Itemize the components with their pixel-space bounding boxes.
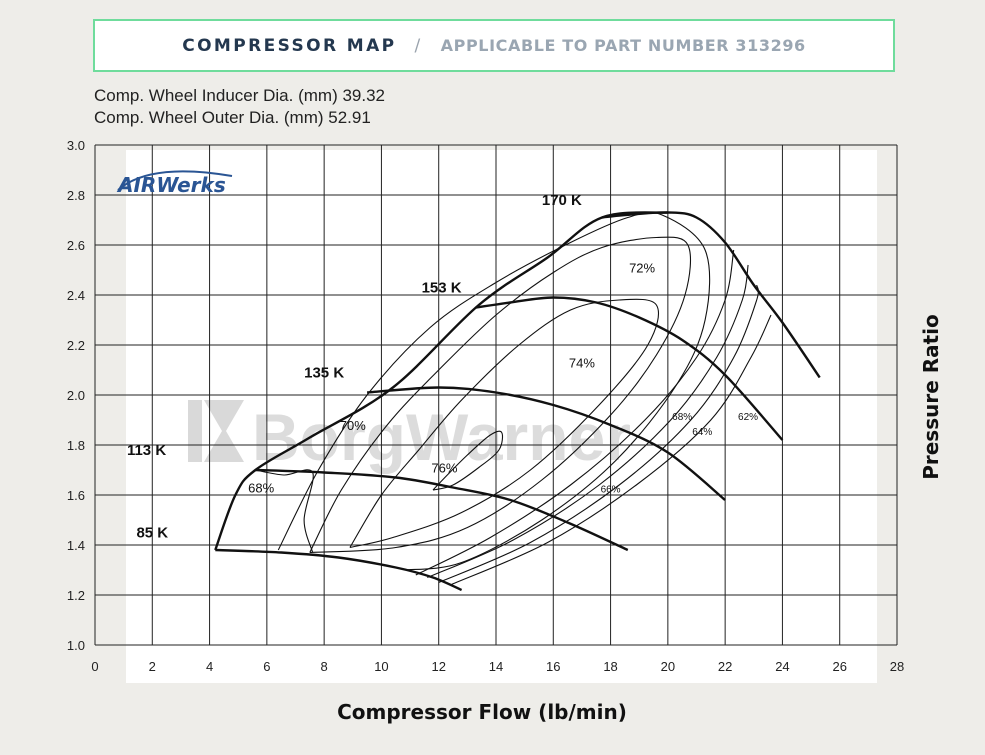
y-tick-label: 1.6 [67, 488, 85, 503]
x-tick-label: 14 [489, 659, 503, 674]
y-tick-label: 3.0 [67, 138, 85, 153]
speed-line [601, 211, 821, 379]
y-tick-label: 1.8 [67, 438, 85, 453]
efficiency-label: 70% [340, 418, 366, 433]
efficiency-label: 68% [672, 412, 692, 423]
efficiency-contour [349, 298, 659, 549]
x-tick-label: 10 [374, 659, 388, 674]
speed-line-label: 135 K [304, 365, 344, 382]
y-tick-label: 1.4 [67, 538, 85, 553]
chart-annotations: 76% 74% 72% 70% 68% 68% 66% 64% 62% 85 K 113 K 135 … [127, 192, 758, 542]
speed-line-label: 153 K [422, 280, 462, 297]
x-tick-label: 22 [718, 659, 732, 674]
x-tick-label: 26 [832, 659, 846, 674]
x-tick-label: 12 [431, 659, 445, 674]
x-tick-label: 16 [546, 659, 560, 674]
header-title: COMPRESSOR MAP [182, 35, 397, 56]
y-tick-label: 2.2 [67, 338, 85, 353]
speed-line [215, 548, 463, 592]
efficiency-contour [309, 236, 692, 554]
efficiency-label: 62% [738, 412, 758, 423]
efficiency-label: 68% [248, 481, 274, 496]
y-axis-label: Pressure Ratio [919, 314, 943, 480]
y-tick-label: 2.4 [67, 288, 85, 303]
x-tick-label: 18 [603, 659, 617, 674]
x-tick-label: 2 [149, 659, 156, 674]
x-axis-label: Compressor Flow (lb/min) [337, 700, 627, 724]
borgwarner-watermark: BorgWarner [188, 400, 631, 474]
surge-line [214, 211, 668, 551]
speed-line-label: 113 K [127, 442, 166, 459]
y-tick-label: 1.2 [67, 588, 85, 603]
efficiency-label: 74% [569, 356, 595, 371]
inducer-diameter-spec: Comp. Wheel Inducer Dia. (mm) 39.32 [94, 86, 385, 105]
speed-line [475, 296, 784, 441]
chart-grid [94, 144, 898, 646]
airwerks-logo: AIRWerks [116, 170, 233, 197]
header-subtitle: APPLICABLE TO PART NUMBER 313296 [440, 36, 806, 55]
efficiency-contour [415, 249, 735, 576]
speed-line [367, 386, 726, 501]
y-tick-label: 2.6 [67, 238, 85, 253]
borgwarner-watermark-emblem [188, 400, 244, 462]
efficiency-label: 76% [431, 461, 457, 476]
logo-swoosh [117, 170, 233, 191]
x-axis-tick-labels: 0 2 4 6 8 10 12 14 16 18 20 22 24 26 28 [91, 659, 904, 674]
speed-line [255, 468, 629, 552]
efficiency-islands [255, 211, 772, 586]
speed-lines [215, 211, 821, 592]
efficiency-contour [432, 430, 504, 491]
x-tick-label: 8 [321, 659, 328, 674]
surge-line-group [214, 211, 668, 551]
efficiency-label: 66% [601, 485, 621, 496]
x-tick-label: 28 [890, 659, 904, 674]
y-axis-tick-labels: 1.0 1.2 1.4 1.6 1.8 2.0 2.2 2.4 2.6 2.8 3.0 [67, 138, 85, 653]
efficiency-label: 72% [629, 261, 655, 276]
y-tick-label: 1.0 [67, 638, 85, 653]
x-tick-label: 20 [661, 659, 675, 674]
y-tick-label: 2.0 [67, 388, 85, 403]
x-tick-label: 0 [91, 659, 98, 674]
speed-line-label: 85 K [136, 525, 168, 542]
x-tick-label: 4 [206, 659, 213, 674]
header-separator: / [414, 35, 423, 56]
chart-header: COMPRESSOR MAP / APPLICABLE TO PART NUMB… [93, 19, 895, 72]
outer-diameter-spec: Comp. Wheel Outer Dia. (mm) 52.91 [94, 108, 371, 127]
efficiency-label: 64% [692, 427, 712, 438]
x-tick-label: 24 [775, 659, 789, 674]
speed-line-label: 170 K [542, 192, 582, 209]
x-tick-label: 6 [263, 659, 270, 674]
y-tick-label: 2.8 [67, 188, 85, 203]
logo-text: AIRWerks [116, 173, 226, 197]
efficiency-contour [449, 314, 772, 586]
efficiency-contour [438, 284, 759, 584]
efficiency-contour [277, 211, 711, 571]
plot-area-background [126, 150, 877, 683]
efficiency-contour [427, 264, 749, 579]
